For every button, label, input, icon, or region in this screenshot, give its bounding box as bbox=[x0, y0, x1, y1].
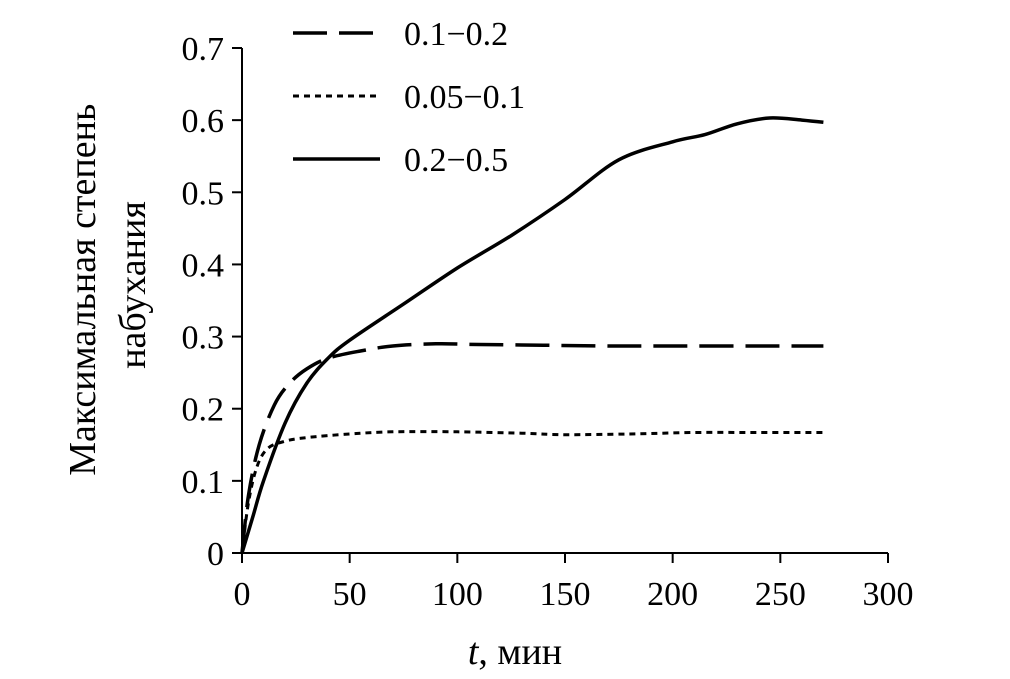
x-axis-unit: мин bbox=[497, 631, 562, 673]
legend-label-3: 0.2−0.5 bbox=[404, 142, 508, 179]
y-tick-label: 0.1 bbox=[182, 464, 225, 501]
y-tick-label: 0 bbox=[207, 536, 224, 573]
x-tick-label: 250 bbox=[755, 576, 806, 613]
x-tick-label: 200 bbox=[647, 576, 698, 613]
y-tick-label: 0.5 bbox=[182, 175, 225, 212]
x-axis-title: t, мин bbox=[468, 631, 562, 673]
x-tick-label: 100 bbox=[432, 576, 483, 613]
y-tick-label: 0.6 bbox=[182, 103, 225, 140]
legend-label-2: 0.05−0.1 bbox=[404, 79, 525, 116]
y-tick-label: 0.4 bbox=[182, 247, 225, 284]
x-tick-label: 150 bbox=[540, 576, 591, 613]
axes bbox=[241, 48, 888, 554]
y-tick-label: 0.7 bbox=[182, 31, 225, 68]
y-axis-title: Максимальная степень набухания bbox=[62, 94, 154, 476]
legend-label-1: 0.1−0.2 bbox=[404, 16, 508, 53]
series-line-3 bbox=[240, 116, 824, 554]
x-axis-var: t bbox=[468, 631, 480, 673]
y-tick-label: 0.3 bbox=[182, 320, 225, 357]
y-tick-label: 0.2 bbox=[182, 392, 225, 429]
x-tick-label: 300 bbox=[863, 576, 914, 613]
x-axis-sep: , bbox=[478, 631, 497, 673]
x-tick-label: 50 bbox=[333, 576, 367, 613]
series-line-2 bbox=[240, 430, 824, 554]
legend: 0.1−0.2 0.05−0.1 0.2−0.5 bbox=[293, 16, 525, 179]
x-tick-label: 0 bbox=[234, 576, 251, 613]
series-line-1 bbox=[240, 341, 824, 554]
y-axis-title-line-2: набухания bbox=[112, 201, 154, 369]
series-group bbox=[240, 116, 824, 554]
y-axis-title-line-1: Максимальная степень bbox=[62, 104, 104, 476]
ticks: 0 0.1 0.2 0.3 0.4 0.5 0.6 0.7 0 50 100 150 200 250 300 bbox=[182, 31, 914, 613]
